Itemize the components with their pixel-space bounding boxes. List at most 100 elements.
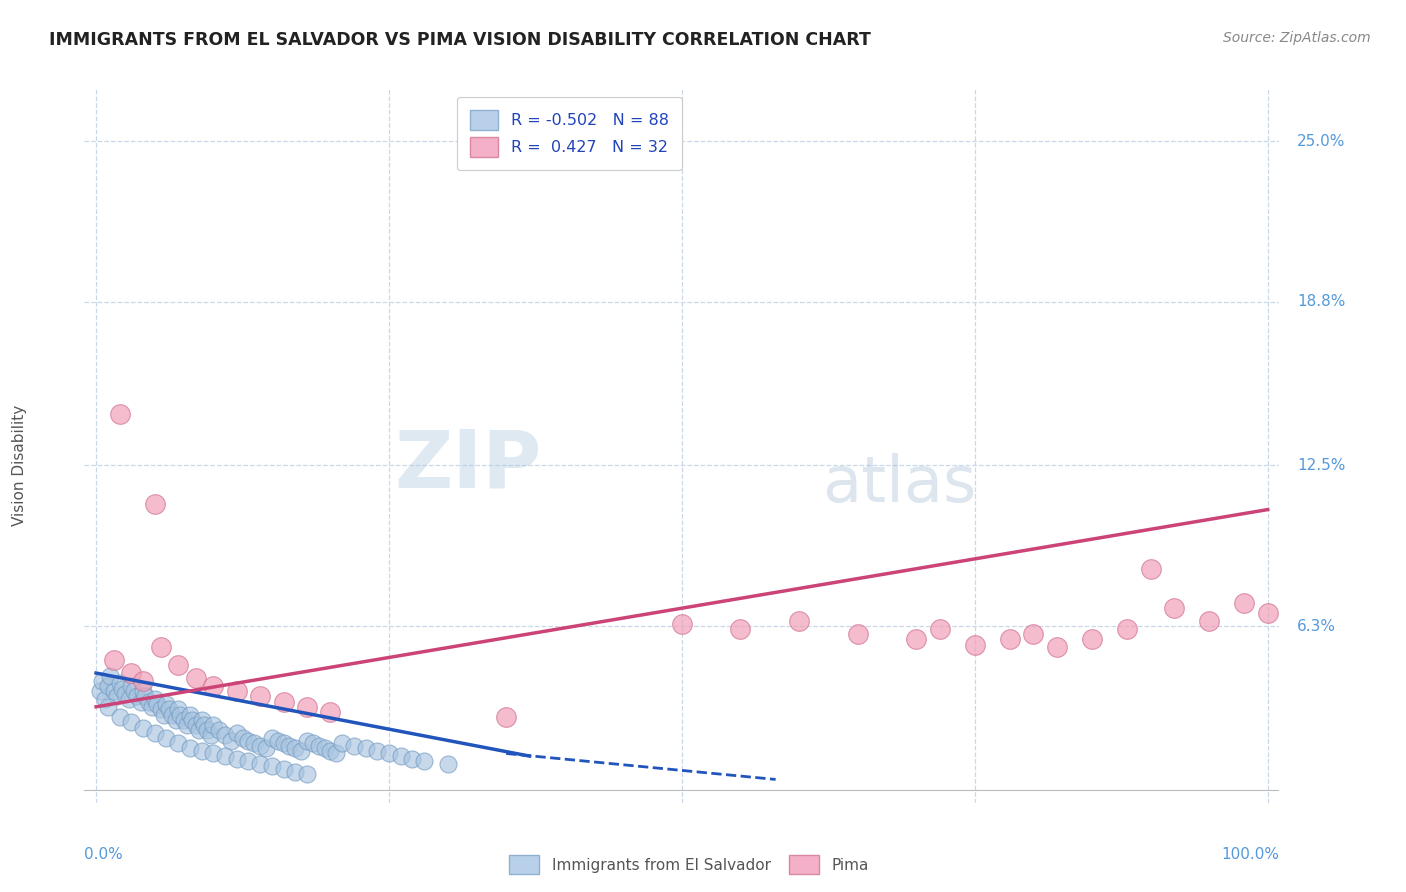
Point [928, 622, 950, 636]
Point [114, 687, 136, 701]
Point [273, 762, 295, 776]
Point [1163, 601, 1185, 615]
Point [129, 695, 152, 709]
Point [787, 614, 810, 628]
Point [132, 721, 155, 735]
Point [1198, 614, 1220, 628]
Point [290, 744, 312, 758]
Point [193, 718, 215, 732]
Point [998, 632, 1021, 647]
Point [225, 684, 247, 698]
Text: 6.3%: 6.3% [1296, 619, 1336, 634]
Point [179, 707, 201, 722]
Point [132, 673, 155, 688]
Point [89, 684, 111, 698]
Point [219, 733, 242, 747]
Point [122, 684, 145, 698]
Point [846, 627, 869, 641]
Point [284, 741, 307, 756]
Point [118, 692, 141, 706]
Point [149, 640, 172, 654]
Point [143, 692, 166, 706]
Point [167, 702, 190, 716]
Point [238, 754, 260, 768]
Point [225, 725, 247, 739]
Point [120, 666, 142, 681]
Point [108, 407, 131, 421]
Point [436, 756, 458, 771]
Point [127, 690, 148, 704]
Point [97, 699, 120, 714]
Point [1046, 640, 1069, 654]
Point [169, 707, 191, 722]
Point [155, 731, 177, 745]
Point [314, 741, 336, 756]
Point [160, 707, 183, 722]
Point [132, 684, 155, 698]
Point [319, 705, 342, 719]
Point [202, 679, 225, 693]
Point [111, 681, 134, 696]
Text: 25.0%: 25.0% [1296, 134, 1346, 149]
Point [1116, 622, 1139, 636]
Point [295, 733, 318, 747]
Point [354, 741, 377, 756]
Point [108, 676, 131, 690]
Point [295, 767, 318, 781]
Point [94, 692, 117, 706]
Point [188, 723, 211, 738]
Point [308, 739, 330, 753]
Point [330, 736, 353, 750]
Point [260, 731, 283, 745]
Point [1139, 562, 1161, 576]
Point [184, 718, 207, 732]
Text: Vision Disability: Vision Disability [13, 405, 28, 526]
Text: atlas: atlas [823, 452, 977, 515]
Point [401, 752, 423, 766]
Point [176, 718, 198, 732]
Point [1022, 627, 1045, 641]
Point [90, 673, 114, 688]
Point [200, 728, 222, 742]
Point [730, 622, 752, 636]
Text: Source: ZipAtlas.com: Source: ZipAtlas.com [1223, 31, 1371, 45]
Point [202, 718, 225, 732]
Point [181, 713, 204, 727]
Point [167, 736, 190, 750]
Point [143, 497, 166, 511]
Point [495, 710, 517, 724]
Point [238, 733, 260, 747]
Point [157, 702, 180, 716]
Point [231, 731, 253, 745]
Point [243, 736, 266, 750]
Text: ZIP: ZIP [394, 426, 541, 505]
Point [167, 658, 190, 673]
Point [134, 690, 156, 704]
Point [153, 707, 176, 722]
Point [214, 749, 236, 764]
Point [295, 699, 318, 714]
Text: 12.5%: 12.5% [1296, 458, 1346, 473]
Point [284, 764, 307, 779]
Point [214, 728, 236, 742]
Point [103, 653, 125, 667]
Legend: R = -0.502   N = 88, R =  0.427   N = 32: R = -0.502 N = 88, R = 0.427 N = 32 [457, 97, 682, 170]
Point [103, 684, 125, 698]
Point [138, 695, 160, 709]
Legend: Immigrants from El Salvador, Pima: Immigrants from El Salvador, Pima [503, 849, 875, 880]
Point [146, 697, 169, 711]
Point [105, 690, 128, 704]
Point [249, 756, 271, 771]
Point [179, 741, 201, 756]
Point [273, 695, 295, 709]
Point [225, 752, 247, 766]
Point [366, 744, 388, 758]
Point [98, 668, 121, 682]
Point [343, 739, 366, 753]
Point [301, 736, 323, 750]
Point [155, 697, 177, 711]
Point [165, 713, 187, 727]
Text: 18.8%: 18.8% [1296, 294, 1346, 310]
Point [149, 702, 172, 716]
Point [389, 749, 412, 764]
